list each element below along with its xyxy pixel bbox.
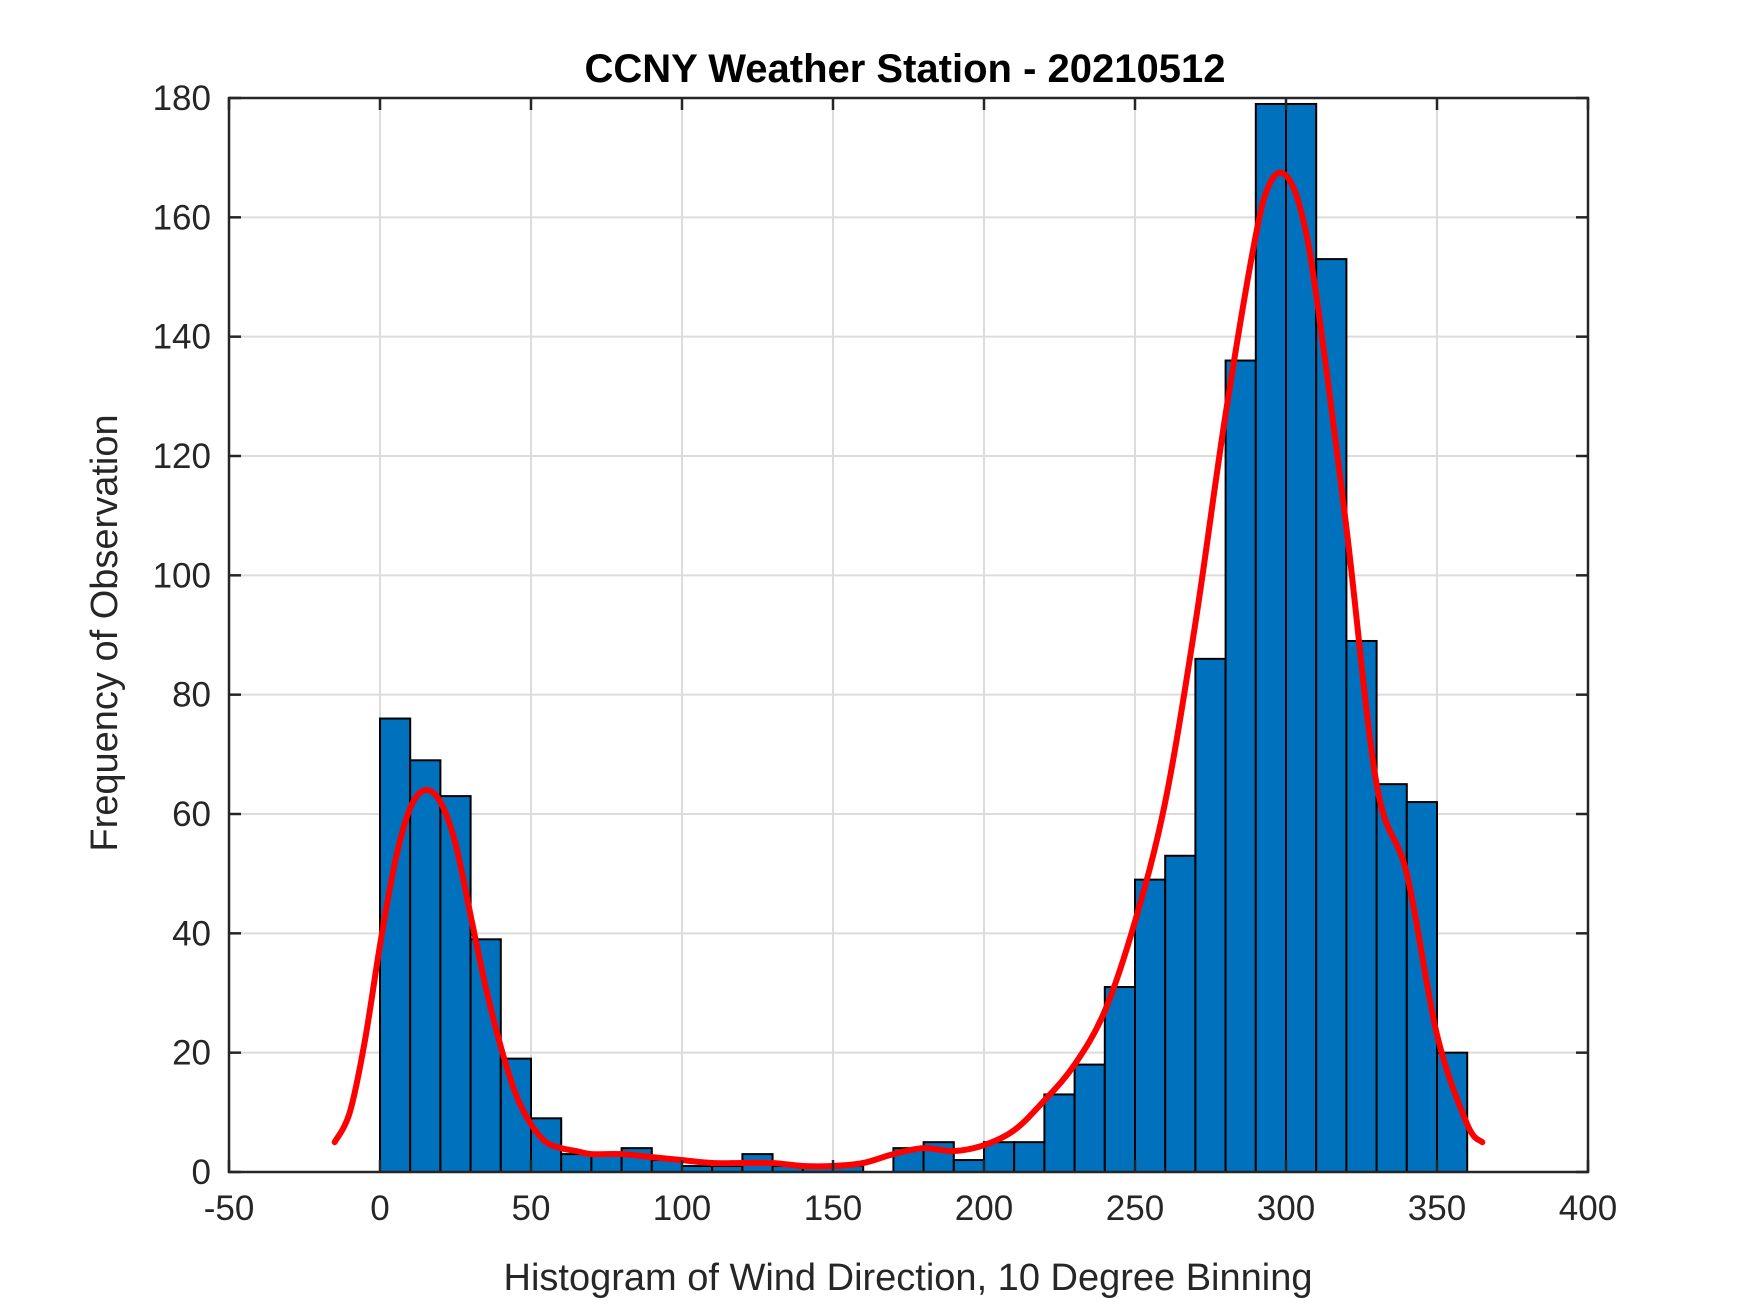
chart-title: CCNY Weather Station - 20210512 [585, 47, 1226, 91]
x-tick-label: 150 [804, 1189, 862, 1228]
y-tick-labels: 0 20 40 60 80 100 120 140 160 180 [153, 79, 211, 1192]
y-tick-label: 40 [172, 914, 211, 953]
x-tick-label: -50 [204, 1189, 255, 1228]
x-tick-label: 100 [653, 1189, 711, 1228]
x-tick-label: 200 [955, 1189, 1013, 1228]
y-tick-label: 120 [153, 437, 211, 476]
x-tick-label: 400 [1559, 1189, 1617, 1228]
y-tick-label: 140 [153, 318, 211, 357]
histogram-bar [1043, 1093, 1076, 1174]
y-tick-label: 60 [172, 795, 211, 834]
histogram-bar [952, 1159, 985, 1173]
histogram-bar [1254, 102, 1288, 1173]
histogram-bar [1345, 639, 1378, 1173]
axes [227, 96, 1590, 1174]
histogram-bar [1375, 783, 1408, 1174]
x-tick-labels: -50 0 50 100 150 200 250 300 350 400 [204, 1189, 1618, 1228]
histogram-bar [409, 759, 442, 1173]
histogram-bar [1103, 986, 1137, 1173]
histogram-bar [1224, 359, 1257, 1173]
y-tick-label: 20 [172, 1034, 211, 1073]
plot-frame [227, 96, 1590, 1174]
histogram-bar [1194, 657, 1227, 1173]
fit-curve-layer [331, 169, 1486, 1170]
y-tick-label: 180 [153, 79, 211, 118]
x-tick-label: 0 [370, 1189, 389, 1228]
histogram-bar [379, 717, 412, 1173]
y-tick-label: 160 [153, 198, 211, 237]
y-axis-label: Frequency of Observation [84, 414, 126, 851]
y-tick-label: 0 [192, 1153, 211, 1192]
histogram-bar [560, 1153, 593, 1173]
y-tick-label: 100 [153, 556, 211, 595]
histogram-bar [1285, 102, 1318, 1173]
histogram-bar [1134, 878, 1167, 1174]
histogram-bar [1013, 1141, 1046, 1173]
fit-curve-line [331, 169, 1486, 1170]
x-tick-label: 300 [1257, 1189, 1315, 1228]
x-axis-label: Histogram of Wind Direction, 10 Degree B… [504, 1257, 1313, 1299]
x-tick-label: 250 [1106, 1189, 1164, 1228]
y-tick-label: 80 [172, 676, 211, 715]
x-tick-label: 350 [1408, 1189, 1466, 1228]
x-tick-label: 50 [512, 1189, 551, 1228]
histogram-bar [1073, 1063, 1106, 1173]
histogram-bars [379, 102, 1469, 1174]
histogram-bar [1405, 801, 1439, 1173]
histogram-bar [1164, 854, 1197, 1173]
